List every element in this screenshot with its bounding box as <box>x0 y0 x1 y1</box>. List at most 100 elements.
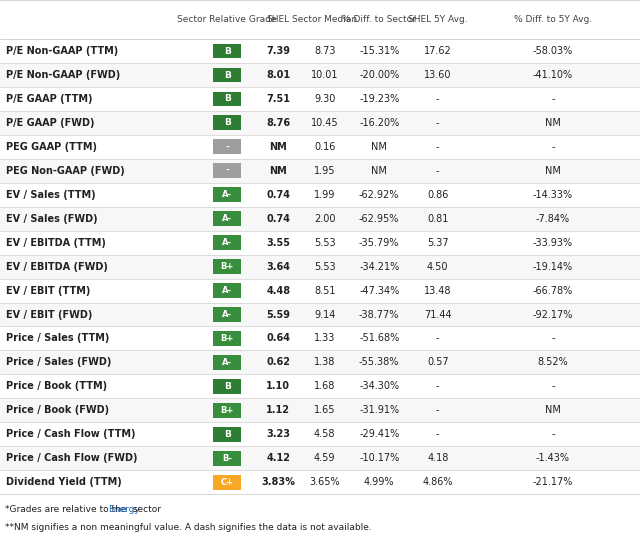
Text: A-: A- <box>222 286 232 295</box>
Text: -: - <box>551 430 555 439</box>
Text: 1.12: 1.12 <box>266 405 291 415</box>
Text: 13.48: 13.48 <box>424 286 451 295</box>
Text: P/E GAAP (FWD): P/E GAAP (FWD) <box>6 118 95 128</box>
Text: 0.81: 0.81 <box>427 214 449 224</box>
Bar <box>213 116 241 130</box>
Text: 1.68: 1.68 <box>314 381 335 392</box>
Text: 8.52%: 8.52% <box>538 357 568 368</box>
Bar <box>0 326 640 350</box>
Text: P/E Non-GAAP (FWD): P/E Non-GAAP (FWD) <box>6 70 121 80</box>
Text: 8.76: 8.76 <box>266 118 291 128</box>
Text: -: - <box>436 166 440 176</box>
Text: -21.17%: -21.17% <box>532 477 573 487</box>
Text: EV / Sales (TTM): EV / Sales (TTM) <box>6 190 96 200</box>
Text: % Diff. to 5Y Avg.: % Diff. to 5Y Avg. <box>514 15 592 24</box>
Text: 0.16: 0.16 <box>314 142 335 152</box>
Text: NM: NM <box>269 142 287 152</box>
Bar <box>213 403 241 418</box>
Bar <box>0 111 640 135</box>
Text: A-: A- <box>222 238 232 247</box>
Text: 1.95: 1.95 <box>314 166 335 176</box>
Text: NM: NM <box>371 142 387 152</box>
Text: Price / Sales (FWD): Price / Sales (FWD) <box>6 357 112 368</box>
Bar <box>0 63 640 87</box>
Text: EV / Sales (FWD): EV / Sales (FWD) <box>6 214 98 224</box>
Bar <box>213 427 241 441</box>
Text: 0.64: 0.64 <box>266 333 291 344</box>
Text: EV / EBITDA (TTM): EV / EBITDA (TTM) <box>6 238 106 248</box>
Bar <box>0 350 640 374</box>
Text: 9.30: 9.30 <box>314 94 335 104</box>
Text: 2.00: 2.00 <box>314 214 335 224</box>
Text: 8.01: 8.01 <box>266 70 291 80</box>
Bar <box>213 163 241 178</box>
Bar <box>0 231 640 255</box>
Text: Price / Book (TTM): Price / Book (TTM) <box>6 381 108 392</box>
Bar <box>0 470 640 494</box>
Text: -62.92%: -62.92% <box>359 190 399 200</box>
Text: 4.86%: 4.86% <box>422 477 453 487</box>
Text: Price / Cash Flow (FWD): Price / Cash Flow (FWD) <box>6 453 138 463</box>
Text: 3.64: 3.64 <box>266 262 291 272</box>
Text: 1.10: 1.10 <box>266 381 291 392</box>
Text: 4.58: 4.58 <box>314 430 335 439</box>
Text: Sector Median: Sector Median <box>292 15 357 24</box>
Text: B-: B- <box>222 454 232 463</box>
Bar <box>213 235 241 250</box>
Bar <box>0 159 640 183</box>
Text: NM: NM <box>269 166 287 176</box>
Text: -38.77%: -38.77% <box>359 310 399 319</box>
Bar <box>0 399 640 422</box>
Text: -: - <box>225 166 229 175</box>
Bar <box>213 475 241 490</box>
Text: 7.39: 7.39 <box>266 46 291 56</box>
Text: Price / Sales (TTM): Price / Sales (TTM) <box>6 333 110 344</box>
Text: -35.79%: -35.79% <box>359 238 399 248</box>
Text: EV / EBIT (FWD): EV / EBIT (FWD) <box>6 310 93 319</box>
Bar <box>213 355 241 370</box>
Text: -92.17%: -92.17% <box>532 310 573 319</box>
Text: A-: A- <box>222 214 232 223</box>
Text: A-: A- <box>222 190 232 199</box>
Text: B: B <box>224 118 230 128</box>
Text: SHEL 5Y Avg.: SHEL 5Y Avg. <box>408 15 468 24</box>
Bar <box>0 87 640 111</box>
Bar <box>213 140 241 154</box>
Text: EV / EBITDA (FWD): EV / EBITDA (FWD) <box>6 262 108 272</box>
Bar <box>0 422 640 446</box>
Text: 3.83%: 3.83% <box>262 477 295 487</box>
Text: P/E GAAP (TTM): P/E GAAP (TTM) <box>6 94 93 104</box>
Text: 10.45: 10.45 <box>311 118 339 128</box>
Text: -: - <box>436 381 440 392</box>
Bar <box>213 307 241 322</box>
Bar <box>213 187 241 202</box>
Text: PEG GAAP (TTM): PEG GAAP (TTM) <box>6 142 97 152</box>
Text: B+: B+ <box>221 406 234 415</box>
Text: 3.65%: 3.65% <box>310 477 340 487</box>
Text: 0.57: 0.57 <box>427 357 449 368</box>
Text: -: - <box>225 142 229 151</box>
Text: -41.10%: -41.10% <box>533 70 573 80</box>
Text: -: - <box>551 333 555 344</box>
Text: PEG Non-GAAP (FWD): PEG Non-GAAP (FWD) <box>6 166 125 176</box>
Text: Energy: Energy <box>108 505 140 514</box>
Text: 17.62: 17.62 <box>424 46 452 56</box>
Text: -: - <box>436 142 440 152</box>
Text: B: B <box>224 47 230 55</box>
Bar <box>213 43 241 59</box>
Text: -55.38%: -55.38% <box>359 357 399 368</box>
Text: -51.68%: -51.68% <box>359 333 399 344</box>
Bar <box>213 67 241 83</box>
Text: B: B <box>224 94 230 104</box>
Text: 13.60: 13.60 <box>424 70 451 80</box>
Bar <box>0 135 640 159</box>
Bar <box>213 331 241 346</box>
Text: A-: A- <box>222 310 232 319</box>
Text: *Grades are relative to the: *Grades are relative to the <box>5 505 129 514</box>
Text: -10.17%: -10.17% <box>359 453 399 463</box>
Bar <box>0 374 640 399</box>
Text: -14.33%: -14.33% <box>533 190 573 200</box>
Text: -33.93%: -33.93% <box>533 238 573 248</box>
Bar <box>0 302 640 326</box>
Text: -: - <box>436 118 440 128</box>
